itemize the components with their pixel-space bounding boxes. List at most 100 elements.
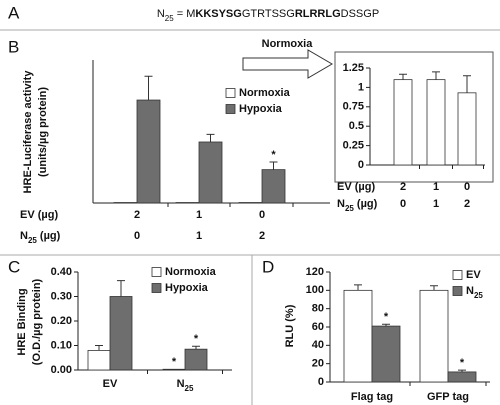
y-tick-label: 0.75 — [343, 101, 364, 113]
y-tick-label: 1.25 — [343, 62, 364, 74]
table-row-label: EV (µg) — [337, 181, 375, 193]
sequence: N25 = MKKSYSGGTRTSSGRLRRLGDSSGP — [157, 8, 379, 23]
x-tick-label: N25 — [177, 378, 194, 393]
y-tick-label: 0 — [318, 376, 324, 388]
table-row-label-part: (µg) — [37, 230, 61, 242]
y-tick-label: 80 — [312, 303, 324, 315]
error-bar — [117, 280, 125, 297]
table-cell: 0 — [400, 198, 406, 210]
y-tick-label: 0.30 — [51, 290, 72, 302]
legend-label-part: Normoxia — [239, 87, 291, 99]
annotation: * — [172, 356, 177, 368]
bar — [109, 296, 133, 371]
table-cell: 0 — [134, 230, 140, 242]
bar — [198, 141, 223, 204]
panel-label: A — [8, 3, 20, 22]
y-axis-label: HRE Binding — [16, 288, 28, 355]
x-tick-label-part: GFP tag — [427, 391, 469, 403]
legend-swatch — [225, 104, 236, 114]
y-axis-label: RLU (%) — [284, 304, 296, 347]
legend-label: Normoxia — [165, 266, 217, 278]
bar — [184, 348, 208, 371]
table-row-label: EV (µg) — [20, 209, 58, 221]
error-bar — [354, 284, 362, 291]
error-bar — [463, 75, 471, 93]
bar — [136, 99, 161, 204]
error-bar — [192, 345, 200, 350]
legend-swatch — [452, 270, 463, 280]
legend-label: EV — [466, 269, 481, 281]
sequence-part: N — [157, 8, 165, 20]
x-tick-label: Flag tag — [351, 391, 393, 403]
y-axis-label: (O.D./µg protein) — [31, 278, 43, 365]
x-tick-label-part: 25 — [185, 384, 194, 393]
annotation: * — [271, 149, 276, 161]
table-cell: 1 — [433, 198, 439, 210]
legend-swatch — [151, 267, 162, 277]
table-cell: 0 — [259, 209, 265, 221]
legend-label-part: Hypoxia — [165, 282, 209, 294]
y-axis-label: (units/µg protein) — [37, 87, 49, 177]
sequence-part: = M — [174, 8, 196, 20]
table-row-label-part: EV (µg) — [20, 209, 58, 221]
table-cell: 1 — [196, 209, 202, 221]
x-tick-label: GFP tag — [427, 391, 469, 403]
table-row-label-part: (µg) — [354, 198, 378, 210]
y-tick-label: 120 — [306, 266, 324, 278]
arrow-label: Normoxia — [262, 38, 314, 50]
y-tick-label: 40 — [312, 339, 324, 351]
x-tick-label: EV — [103, 378, 118, 390]
arrow — [242, 49, 333, 79]
x-tick-label-part: Flag tag — [351, 391, 393, 403]
y-tick-label: 20 — [312, 358, 324, 370]
panel-label: B — [8, 37, 19, 56]
table-cell: 2 — [464, 198, 470, 210]
bar — [426, 79, 446, 166]
y-tick-label: 0.25 — [343, 140, 364, 152]
sequence-part: 25 — [165, 14, 174, 23]
legend-label: N25 — [466, 285, 483, 300]
error-bar — [144, 75, 153, 101]
panel-label: C — [8, 257, 20, 276]
error-bar — [432, 71, 440, 80]
table-cell: 0 — [464, 181, 470, 193]
bar — [419, 289, 449, 383]
table-row-label-part: N — [337, 198, 345, 210]
bar — [261, 169, 286, 204]
bar — [447, 371, 477, 383]
bar — [457, 92, 477, 166]
legend-label-part: 25 — [474, 291, 483, 300]
error-bar — [95, 345, 103, 351]
bar — [343, 289, 373, 383]
x-tick-label-part: N — [177, 378, 185, 390]
table-row-label-part: N — [20, 230, 28, 242]
x-tick-label-part: EV — [103, 378, 118, 390]
bar — [371, 325, 401, 383]
table-row-label: N25 (µg) — [20, 230, 61, 245]
legend-label-part: EV — [466, 269, 481, 281]
annotation: * — [194, 333, 199, 345]
table-row-label-part: 25 — [345, 204, 354, 213]
error-bar — [399, 73, 407, 80]
y-axis-label: HRE-Luciferase activity — [22, 70, 34, 194]
y-tick-label: 0.20 — [51, 315, 72, 327]
table-row-label-part: EV (µg) — [337, 181, 375, 193]
error-bar — [430, 285, 438, 291]
table-cell: 2 — [400, 181, 406, 193]
annotation: * — [384, 311, 389, 323]
legend-label: Hypoxia — [165, 282, 209, 294]
sequence-part: KKSYSG — [195, 8, 241, 20]
error-bar — [206, 133, 215, 142]
y-tick-label: 0.10 — [51, 339, 72, 351]
table-row-label-part: 25 — [28, 236, 37, 245]
bar — [162, 368, 186, 371]
legend-label: Normoxia — [239, 87, 291, 99]
sequence-part: GTRTSSG — [242, 8, 295, 20]
error-bar — [458, 369, 466, 372]
panel-label: D — [262, 257, 274, 276]
y-tick-label: 1 — [358, 81, 364, 93]
bar — [393, 79, 413, 166]
legend-label-part: Hypoxia — [239, 103, 283, 115]
sequence-part: DSSGP — [341, 8, 380, 20]
